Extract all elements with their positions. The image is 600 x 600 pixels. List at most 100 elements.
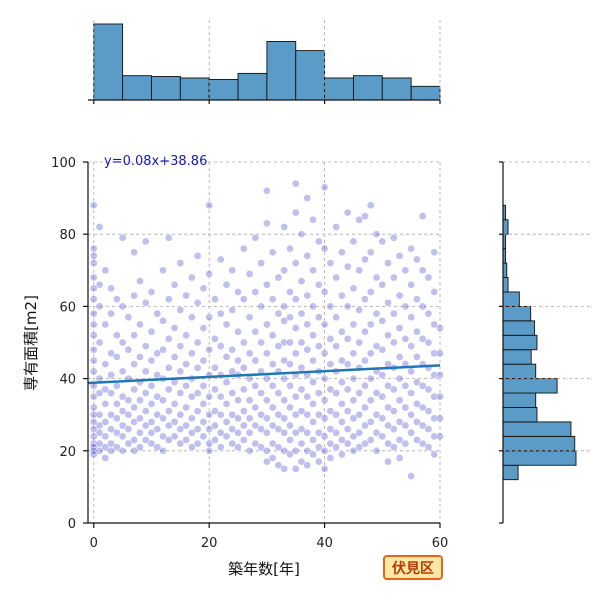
- scatter-point: [101, 418, 110, 426]
- scatter-point: [361, 381, 369, 390]
- scatter-point: [205, 446, 214, 455]
- scatter-point: [136, 320, 144, 329]
- scatter-point: [263, 446, 271, 455]
- scatter-point: [257, 302, 265, 311]
- scatter-point: [303, 345, 312, 354]
- scatter-point: [188, 414, 196, 423]
- scatter-point: [424, 443, 433, 452]
- scatter-point: [188, 428, 196, 437]
- scatter-point: [205, 425, 214, 433]
- scatter-point: [320, 396, 329, 405]
- scatter-point: [407, 410, 415, 419]
- scatter-point: [234, 443, 242, 452]
- scatter-point: [107, 446, 115, 455]
- scatter-point: [326, 302, 335, 311]
- scatter-point: [297, 363, 306, 372]
- scatter-point: [418, 381, 427, 390]
- right-hist-bar: [502, 291, 520, 307]
- scatter-point: [101, 385, 110, 394]
- scatter-point: [153, 309, 162, 318]
- scatter-point: [343, 262, 352, 271]
- scatter-point: [395, 396, 404, 405]
- scatter-point: [297, 407, 306, 415]
- scatter-point: [113, 443, 121, 452]
- scatter-point: [159, 396, 167, 405]
- scatter-point: [309, 418, 317, 426]
- scatter-point: [274, 443, 283, 452]
- scatter-point: [199, 418, 208, 426]
- scatter-point: [314, 428, 323, 437]
- scatter-point: [141, 421, 150, 430]
- scatter-point: [280, 338, 289, 347]
- scatter-point: [413, 418, 421, 426]
- scatter-point: [239, 295, 248, 304]
- scatter-point: [395, 374, 404, 383]
- scatter-point: [141, 407, 150, 415]
- top-hist-bar: [208, 79, 239, 101]
- scatter-point: [113, 381, 121, 390]
- scatter-point: [378, 237, 387, 246]
- scatter-point: [326, 425, 335, 433]
- scatter-point: [136, 443, 144, 452]
- scatter-point: [245, 270, 254, 278]
- scatter-point: [268, 454, 277, 462]
- scatter-point: [424, 273, 433, 282]
- scatter-point: [118, 233, 127, 242]
- scatter-point: [378, 432, 387, 441]
- scatter-point: [343, 407, 352, 415]
- scatter-point: [355, 443, 364, 452]
- scatter-point: [407, 244, 415, 253]
- scatter-point: [297, 338, 306, 347]
- scatter-point: [239, 385, 248, 394]
- scatter-point: [239, 338, 248, 347]
- scatter-point: [153, 425, 162, 433]
- scatter-point: [280, 356, 289, 365]
- scatter-point: [89, 320, 98, 329]
- scatter-point: [395, 418, 404, 426]
- scatter-point: [361, 295, 369, 304]
- scatter-point: [268, 403, 277, 412]
- scatter-point: [297, 230, 306, 239]
- scatter-point: [389, 309, 398, 318]
- scatter-point: [245, 396, 254, 405]
- scatter-point: [326, 439, 335, 448]
- scatter-point: [320, 465, 329, 473]
- scatter-point: [205, 313, 214, 322]
- scatter-point: [188, 273, 196, 282]
- scatter-point: [418, 335, 427, 343]
- scatter-point: [372, 428, 381, 437]
- scatter-point: [430, 414, 439, 423]
- scatter-point: [211, 335, 219, 343]
- scatter-point: [314, 342, 323, 350]
- top-hist-bar: [324, 77, 354, 101]
- scatter-point: [436, 432, 444, 441]
- scatter-point: [389, 233, 398, 242]
- right-hist-bar: [502, 392, 537, 408]
- scatter-point: [222, 353, 231, 361]
- scatter-point: [193, 363, 202, 372]
- scatter-point: [153, 392, 162, 401]
- scatter-point: [130, 331, 139, 340]
- scatter-point: [314, 389, 323, 397]
- scatter-point: [332, 389, 340, 397]
- scatter-point: [303, 392, 312, 401]
- scatter-point: [303, 291, 312, 300]
- scatter-point: [222, 378, 231, 387]
- scatter-point: [136, 353, 144, 361]
- scatter-point: [378, 316, 387, 325]
- scatter-point: [413, 295, 421, 304]
- top-hist-bar: [122, 75, 152, 101]
- scatter-point: [430, 320, 439, 329]
- scatter-point: [216, 443, 225, 452]
- scatter-point: [366, 320, 375, 329]
- scatter-point: [309, 356, 317, 365]
- scatter-point: [343, 425, 352, 433]
- scatter-point: [372, 410, 381, 419]
- scatter-point: [407, 428, 415, 437]
- scatter-point: [153, 349, 162, 358]
- x-tick-label: 40: [316, 536, 333, 551]
- scatter-point: [268, 421, 277, 430]
- scatter-point: [291, 295, 300, 304]
- scatter-point: [418, 421, 427, 430]
